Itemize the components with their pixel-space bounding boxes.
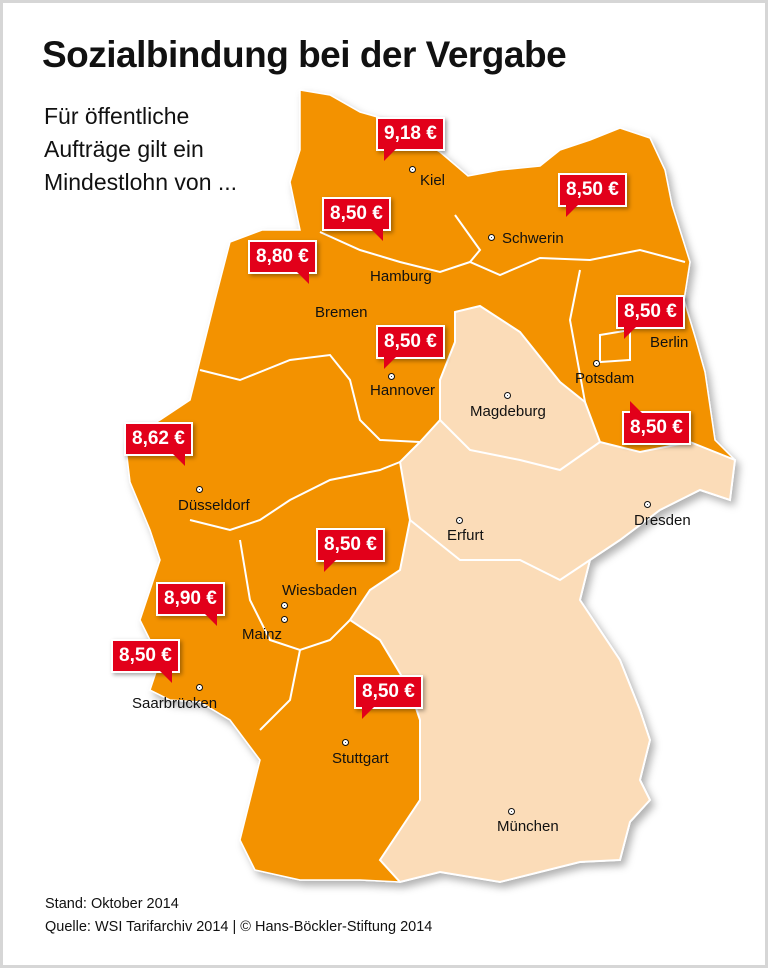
city-dot [342,739,349,746]
subtitle-line: Für öffentliche [44,103,190,129]
city-dot [196,486,203,493]
city-dot [508,808,515,815]
page-title: Sozialbindung bei der Vergabe [42,34,567,75]
city-dresden: Dresden [634,512,691,529]
city-berlin: Berlin [650,334,689,351]
city-erfurt: Erfurt [447,527,484,544]
footer-date: Stand: Oktober 2014 [45,896,179,912]
wage-tag-bremen: 8,80 € [248,240,317,284]
city-dot [281,616,288,623]
city-dot [504,392,511,399]
city-potsdam: Potsdam [575,370,635,387]
subtitle-line: Mindestlohn von ... [44,169,238,195]
city-muenchen: München [497,818,559,835]
city-hannover: Hannover [370,382,436,399]
city-bremen: Bremen [315,304,368,321]
city-dot [409,166,416,173]
city-stuttgart: Stuttgart [332,750,389,767]
city-dot [196,684,203,691]
wage-tag-niedersachsen: 8,50 € [376,325,445,369]
city-dot [388,373,395,380]
city-kiel: Kiel [420,172,446,189]
wage-tag-hessen: 8,50 € [316,528,385,572]
wage-tag-hamburg: 8,50 € [322,197,391,241]
city-dot [281,602,288,609]
city-duesseldorf: Düsseldorf [178,497,250,514]
city-dot [593,360,600,367]
wage-tag-brandenburg: 8,50 € [622,401,691,445]
wage-tag-schleswig-holstein: 9,18 € [376,117,445,161]
wage-tag-rheinland-pfalz: 8,90 € [156,582,225,626]
footer-source: Quelle: WSI Tarifarchiv 2014 | © Hans-Bö… [45,919,433,935]
city-wiesbaden: Wiesbaden [282,582,358,599]
wage-tag-mecklenburg-vorpommern: 8,50 € [558,173,627,217]
wage-tag-saarland: 8,50 € [111,639,180,683]
city-magdeburg: Magdeburg [470,403,546,420]
wage-tag-berlin: 8,50 € [616,295,685,339]
city-dot [644,501,651,508]
wage-tag-nordrhein-westfalen: 8,62 € [124,422,193,466]
city-dot [456,517,463,524]
city-mainz: Mainz [242,626,283,643]
subtitle-line: Aufträge gilt ein [44,136,204,162]
city-hamburg: Hamburg [370,268,432,285]
city-dot [488,234,495,241]
wage-tag-baden-wuerttemberg: 8,50 € [354,675,423,719]
state-borders [189,214,686,731]
city-schwerin: Schwerin [502,230,564,247]
subtitle: Für öffentliche Aufträge gilt ein Mindes… [44,100,237,199]
city-saarbruecken: Saarbrücken [132,695,218,712]
